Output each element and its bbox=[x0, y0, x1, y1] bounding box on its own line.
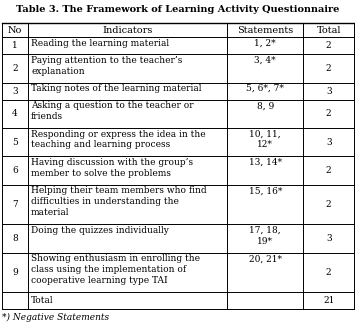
Text: 5, 6*, 7*: 5, 6*, 7* bbox=[246, 84, 284, 93]
Text: Showing enthusiasm in enrolling the: Showing enthusiasm in enrolling the bbox=[31, 254, 200, 263]
Text: Table 3. The Framework of Learning Activity Questionnaire: Table 3. The Framework of Learning Activ… bbox=[16, 5, 340, 14]
Text: 3: 3 bbox=[326, 138, 332, 147]
Text: 15, 16*: 15, 16* bbox=[248, 186, 282, 195]
Text: 20, 21*: 20, 21* bbox=[249, 254, 282, 263]
Text: 8, 9: 8, 9 bbox=[257, 101, 274, 110]
Text: 2: 2 bbox=[326, 41, 332, 51]
Text: 5: 5 bbox=[12, 138, 18, 147]
Text: 12*: 12* bbox=[257, 141, 273, 149]
Text: Helping their team members who find: Helping their team members who find bbox=[31, 186, 207, 195]
Text: 4: 4 bbox=[12, 110, 18, 118]
Text: Responding or express the idea in the: Responding or express the idea in the bbox=[31, 130, 206, 139]
Text: friends: friends bbox=[31, 112, 63, 121]
Text: 6: 6 bbox=[12, 166, 18, 175]
Text: 2: 2 bbox=[326, 200, 332, 209]
Text: explanation: explanation bbox=[31, 67, 84, 76]
Text: teaching and learning process: teaching and learning process bbox=[31, 141, 170, 149]
Text: 17, 18,: 17, 18, bbox=[250, 226, 281, 235]
Text: 2: 2 bbox=[326, 268, 332, 277]
Text: 7: 7 bbox=[12, 200, 18, 209]
Text: 2: 2 bbox=[326, 64, 332, 73]
Text: Doing the quizzes individually: Doing the quizzes individually bbox=[31, 226, 169, 235]
Text: 1: 1 bbox=[12, 41, 18, 51]
Text: 21: 21 bbox=[323, 296, 334, 306]
Text: 19*: 19* bbox=[257, 237, 273, 246]
Text: member to solve the problems: member to solve the problems bbox=[31, 169, 171, 178]
Text: Reading the learning material: Reading the learning material bbox=[31, 39, 169, 48]
Text: Having discussion with the group’s: Having discussion with the group’s bbox=[31, 158, 193, 167]
Text: difficulties in understanding the: difficulties in understanding the bbox=[31, 197, 179, 206]
Text: Total: Total bbox=[317, 26, 341, 35]
Text: 1, 2*: 1, 2* bbox=[255, 39, 276, 48]
Text: 13, 14*: 13, 14* bbox=[249, 158, 282, 167]
Text: No: No bbox=[8, 26, 22, 35]
Text: 3: 3 bbox=[326, 234, 332, 243]
Text: 3: 3 bbox=[326, 87, 332, 96]
Text: 9: 9 bbox=[12, 268, 18, 277]
Text: Statements: Statements bbox=[237, 26, 293, 35]
Text: 2: 2 bbox=[326, 166, 332, 175]
Text: cooperative learning type TAI: cooperative learning type TAI bbox=[31, 276, 168, 285]
Text: 8: 8 bbox=[12, 234, 18, 243]
Text: Paying attention to the teacher’s: Paying attention to the teacher’s bbox=[31, 56, 182, 65]
Text: 2: 2 bbox=[12, 64, 18, 73]
Text: Indicators: Indicators bbox=[103, 26, 153, 35]
Text: 3, 4*: 3, 4* bbox=[255, 56, 276, 65]
Text: 3: 3 bbox=[12, 87, 18, 96]
Text: Asking a question to the teacher or: Asking a question to the teacher or bbox=[31, 101, 194, 110]
Text: class using the implementation of: class using the implementation of bbox=[31, 265, 186, 274]
Text: 10, 11,: 10, 11, bbox=[250, 130, 281, 139]
Text: 2: 2 bbox=[326, 110, 332, 118]
Text: material: material bbox=[31, 208, 70, 217]
Text: Taking notes of the learning material: Taking notes of the learning material bbox=[31, 84, 202, 93]
Text: Total: Total bbox=[31, 296, 54, 306]
Text: *) Negative Statements: *) Negative Statements bbox=[2, 313, 109, 322]
